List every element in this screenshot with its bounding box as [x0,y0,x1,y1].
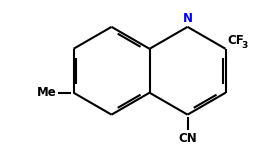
Text: CF: CF [228,34,245,47]
Text: 3: 3 [242,41,248,50]
Text: Me: Me [37,86,57,99]
Text: CN: CN [178,132,197,145]
Text: N: N [182,12,193,25]
